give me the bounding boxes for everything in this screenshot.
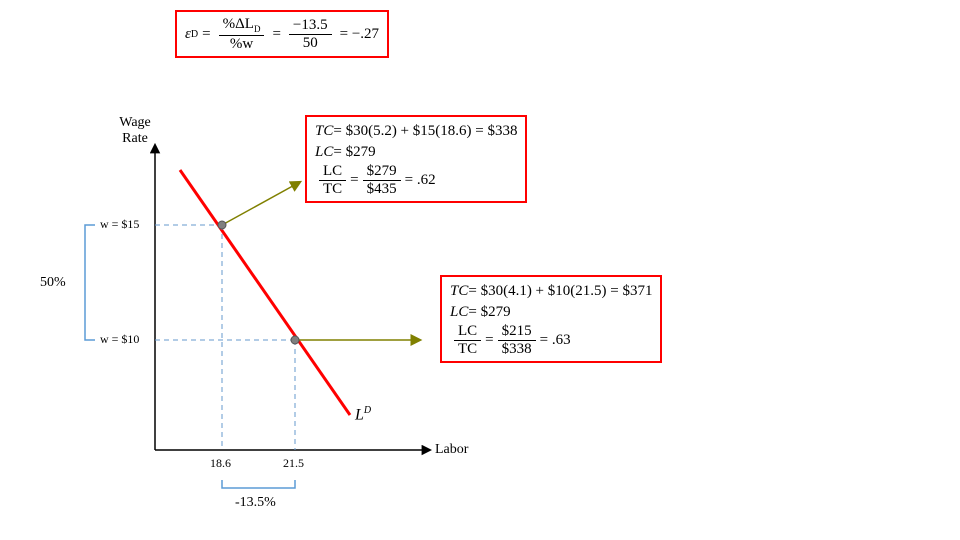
y-axis-label-l2: Rate — [110, 131, 160, 147]
olive-arrow-1 — [222, 182, 300, 225]
w10-label: w = $10 — [100, 332, 139, 347]
y-axis-label: Wage Rate — [110, 115, 160, 147]
demand-graph-svg — [0, 0, 960, 540]
bracket-neg13pct — [222, 480, 295, 488]
elasticity-eq-box: εD = %ΔLD %w = −13.5 50 = −.27 — [175, 10, 389, 58]
point-w15 — [218, 221, 226, 229]
bracket-50pct — [85, 225, 95, 340]
cost-eq-box-1: TC = $30(5.2) + $15(18.6) = $338 LC = $2… — [305, 115, 527, 203]
x-axis-label: Labor — [435, 442, 468, 458]
point-w10 — [291, 336, 299, 344]
demand-curve — [180, 170, 350, 415]
y-axis-label-l1: Wage — [110, 115, 160, 131]
x1-label: 18.6 — [210, 456, 231, 471]
demand-curve-label: LD — [355, 405, 371, 424]
x2-label: 21.5 — [283, 456, 304, 471]
pct50-label: 50% — [40, 275, 66, 291]
neg13pct-label: -13.5% — [235, 495, 276, 511]
w15-label: w = $15 — [100, 217, 139, 232]
cost-eq-box-2: TC = $30(4.1) + $10(21.5) = $371 LC = $2… — [440, 275, 662, 363]
